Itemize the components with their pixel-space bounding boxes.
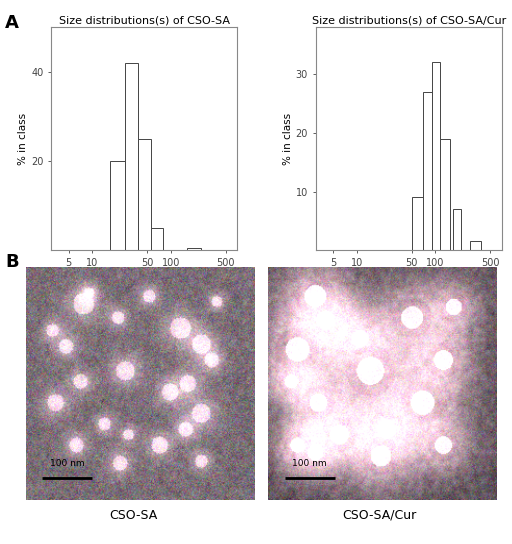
Bar (471, 242, 481, 250)
Y-axis label: % in class: % in class (283, 113, 293, 165)
Text: B: B (5, 253, 19, 271)
Bar (454, 209, 461, 250)
Bar (432, 63, 440, 250)
Title: Size distributions(s) of CSO-SA: Size distributions(s) of CSO-SA (59, 15, 230, 25)
X-axis label: Diameter (nm): Diameter (nm) (106, 271, 183, 281)
Text: CSO-SA: CSO-SA (109, 509, 157, 522)
Bar (151, 228, 163, 250)
Bar (125, 63, 138, 250)
Bar (440, 139, 450, 250)
X-axis label: Diameter (nm): Diameter (nm) (370, 271, 447, 281)
Text: 100 nm: 100 nm (292, 459, 327, 468)
Bar (412, 197, 423, 250)
Bar (423, 92, 432, 250)
Bar (138, 139, 151, 250)
Text: CSO-SA/Cur: CSO-SA/Cur (342, 509, 416, 522)
Title: Size distributions(s) of CSO-SA/Cur: Size distributions(s) of CSO-SA/Cur (311, 15, 506, 25)
Text: A: A (5, 14, 19, 32)
Y-axis label: % in class: % in class (18, 113, 28, 165)
Text: 100 nm: 100 nm (50, 459, 84, 468)
Bar (187, 249, 201, 250)
Bar (111, 161, 125, 250)
